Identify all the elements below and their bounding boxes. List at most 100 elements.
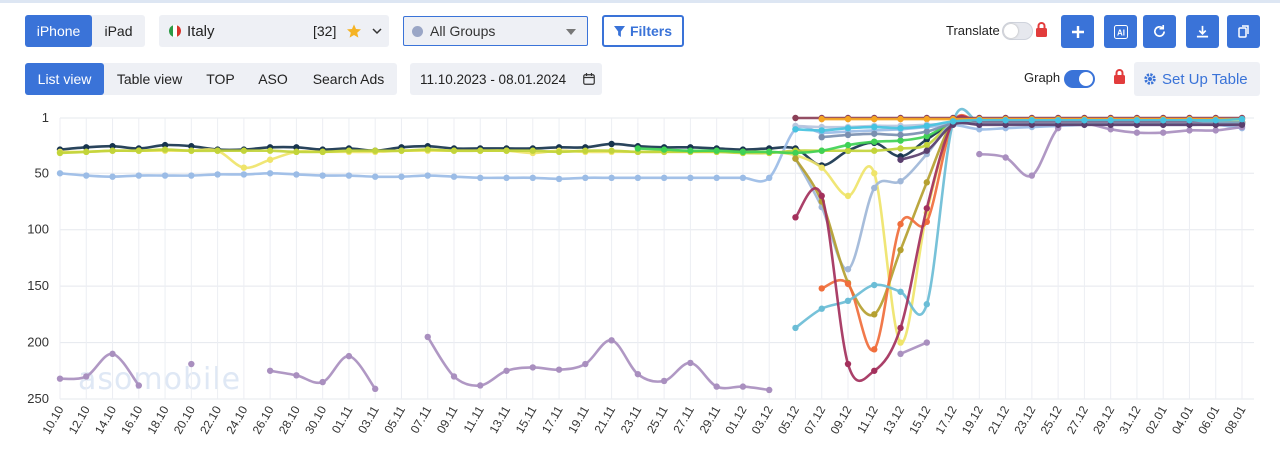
data-point — [109, 147, 116, 154]
chevron-down-icon — [372, 28, 382, 35]
data-point — [871, 147, 878, 154]
graph-toggle[interactable] — [1064, 70, 1095, 88]
date-range-picker[interactable]: 11.10.2023 - 08.01.2024 — [410, 63, 602, 95]
data-point — [897, 324, 904, 332]
data-point — [450, 373, 458, 380]
data-point — [372, 385, 379, 393]
data-point — [345, 172, 353, 179]
italy-flag-icon — [169, 25, 181, 37]
tab-table-view[interactable]: Table view — [116, 71, 183, 87]
caret-down-icon — [566, 29, 576, 35]
groups-select[interactable]: All Groups — [403, 16, 588, 46]
data-point — [83, 172, 90, 179]
data-point — [1028, 172, 1036, 179]
country-select[interactable]: Italy [32] — [159, 15, 389, 47]
data-point — [897, 220, 904, 228]
data-point — [608, 140, 615, 148]
add-button[interactable] — [1061, 15, 1094, 48]
refresh-button[interactable] — [1143, 15, 1176, 48]
data-point — [582, 147, 589, 154]
data-point — [1002, 121, 1009, 128]
data-point — [266, 170, 274, 177]
data-point — [818, 127, 825, 134]
data-point — [897, 288, 904, 295]
tab-top[interactable]: TOP — [206, 71, 235, 87]
data-point — [240, 164, 248, 171]
data-point — [792, 324, 799, 332]
x-tick-label: 05.12 — [775, 403, 802, 436]
data-point — [871, 123, 878, 131]
date-range-value: 11.10.2023 - 08.01.2024 — [420, 71, 567, 87]
data-point — [792, 149, 799, 157]
data-point — [792, 126, 799, 133]
data-point — [818, 305, 825, 312]
data-point — [529, 174, 536, 182]
copy-icon — [1237, 25, 1249, 38]
data-point — [923, 128, 930, 135]
data-point — [582, 360, 589, 368]
data-point — [56, 149, 64, 157]
data-point — [398, 173, 405, 180]
set-up-table-button[interactable]: Set Up Table — [1134, 62, 1260, 96]
data-point — [450, 173, 458, 180]
x-tick-label: 11.11 — [461, 403, 487, 435]
set-up-table-label: Set Up Table — [1162, 70, 1248, 88]
x-tick-label: 27.11 — [670, 403, 697, 436]
tab-iphone[interactable]: iPhone — [25, 15, 92, 47]
data-point — [897, 137, 904, 144]
data-point — [503, 367, 510, 374]
data-point — [713, 147, 720, 154]
data-point — [923, 132, 930, 140]
series-line-5 — [426, 335, 771, 392]
watermark: asomobile — [78, 362, 242, 397]
data-point — [871, 346, 878, 353]
series-line-1 — [58, 123, 1244, 183]
x-tick-label: 26.10 — [250, 403, 277, 436]
x-tick-label: 12.10 — [66, 403, 93, 436]
data-point — [923, 205, 930, 212]
y-tick-label: 50 — [35, 165, 49, 180]
data-point — [1081, 117, 1088, 124]
download-button[interactable] — [1186, 15, 1219, 48]
tab-search-ads[interactable]: Search Ads — [312, 71, 385, 87]
data-point — [687, 147, 694, 154]
star-icon[interactable] — [346, 23, 362, 39]
data-point — [739, 148, 747, 156]
data-point — [1133, 117, 1141, 124]
data-point — [1186, 127, 1193, 134]
data-point — [424, 146, 431, 153]
data-point — [766, 386, 773, 394]
data-point — [844, 115, 852, 123]
data-point — [818, 164, 825, 171]
data-point — [582, 174, 589, 182]
tab-aso[interactable]: ASO — [258, 71, 288, 87]
data-point — [214, 147, 221, 154]
x-tick-label: 09.11 — [434, 403, 461, 436]
data-point — [871, 184, 878, 192]
copy-button[interactable] — [1227, 15, 1260, 48]
data-point — [83, 144, 90, 151]
x-tick-label: 23.12 — [1011, 403, 1038, 436]
x-tick-label: 08.01 — [1221, 403, 1248, 436]
translate-toggle[interactable] — [1002, 22, 1033, 40]
data-point — [844, 266, 852, 273]
x-tick-label: 11.12 — [854, 403, 881, 436]
data-point — [897, 246, 904, 254]
x-tick-label: 29.11 — [697, 403, 724, 436]
data-point — [135, 382, 142, 389]
tab-ipad[interactable]: iPad — [104, 23, 133, 39]
series-line-5 — [899, 341, 929, 356]
data-point — [897, 131, 904, 139]
data-point — [240, 171, 248, 178]
data-point — [871, 311, 878, 318]
x-tick-label: 13.11 — [486, 403, 513, 436]
tab-list-view[interactable]: List view — [25, 63, 104, 95]
y-tick-label: 200 — [27, 335, 49, 350]
filters-button[interactable]: Filters — [602, 15, 684, 47]
x-tick-label: 30.10 — [302, 403, 329, 436]
data-point — [161, 146, 169, 153]
data-point — [1160, 121, 1167, 128]
data-point — [56, 375, 64, 382]
ai-button[interactable]: AI — [1104, 15, 1137, 48]
data-point — [871, 138, 878, 145]
